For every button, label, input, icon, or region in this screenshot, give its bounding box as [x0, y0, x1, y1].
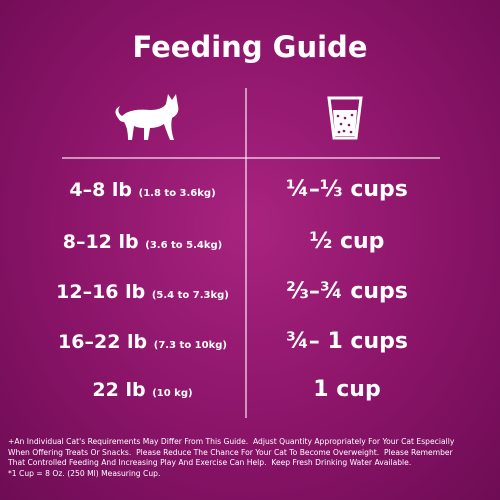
table-row: 22 lb (10 kg) 1 cup [0, 375, 500, 405]
metric-weight: (1.8 to 3.6kg) [138, 188, 216, 199]
metric-weight: (7.3 to 10kg) [153, 340, 227, 351]
table-row: 16–22 lb (7.3 to 10kg) ¾– 1 cups [0, 327, 500, 357]
footnote-line: +An Individual Cat's Requirements May Di… [8, 437, 455, 446]
footnote-line: That Controlled Feeding And Increasing P… [8, 458, 412, 467]
cup-icon [327, 96, 363, 140]
metric-weight: (10 kg) [152, 388, 193, 399]
weight-cell: 16–22 lb (7.3 to 10kg) [40, 327, 245, 361]
metric-weight: (3.6 to 5.4kg) [145, 240, 223, 251]
amount: ¼–⅓ cups [286, 177, 408, 202]
weight-cell: 22 lb (10 kg) [40, 375, 245, 409]
weight: 16–22 lb [58, 331, 148, 353]
footnote: +An Individual Cat's Requirements May Di… [8, 437, 454, 479]
table-row: 8–12 lb (3.6 to 5.4kg) ½ cup [0, 227, 500, 257]
weight: 22 lb [92, 379, 146, 401]
cat-icon [115, 94, 179, 140]
footnote-line: *1 Cup = 8 Oz. (250 Ml) Measuring Cup. [8, 468, 161, 478]
weight: 8–12 lb [62, 231, 139, 253]
amount: ¾– 1 cups [286, 329, 408, 354]
divider [62, 157, 440, 159]
amount: 1 cup [313, 377, 381, 402]
weight-cell: 8–12 lb (3.6 to 5.4kg) [40, 227, 245, 261]
metric-weight: (5.4 to 7.3kg) [151, 290, 229, 301]
amount: ⅔–¾ cups [286, 279, 408, 304]
weight: 4–8 lb [69, 179, 133, 201]
table-row: 12–16 lb (5.4 to 7.3kg) ⅔–¾ cups [0, 277, 500, 307]
weight-cell: 12–16 lb (5.4 to 7.3kg) [40, 277, 245, 311]
footnote-line: When Offering Treats Or Snacks. Please R… [8, 447, 453, 457]
table-row: 4–8 lb (1.8 to 3.6kg) ¼–⅓ cups [0, 175, 500, 205]
divider [245, 88, 247, 418]
title: Feeding Guide [132, 30, 368, 64]
weight-cell: 4–8 lb (1.8 to 3.6kg) [40, 175, 245, 209]
amount: ½ cup [309, 229, 385, 254]
weight: 12–16 lb [56, 281, 146, 303]
